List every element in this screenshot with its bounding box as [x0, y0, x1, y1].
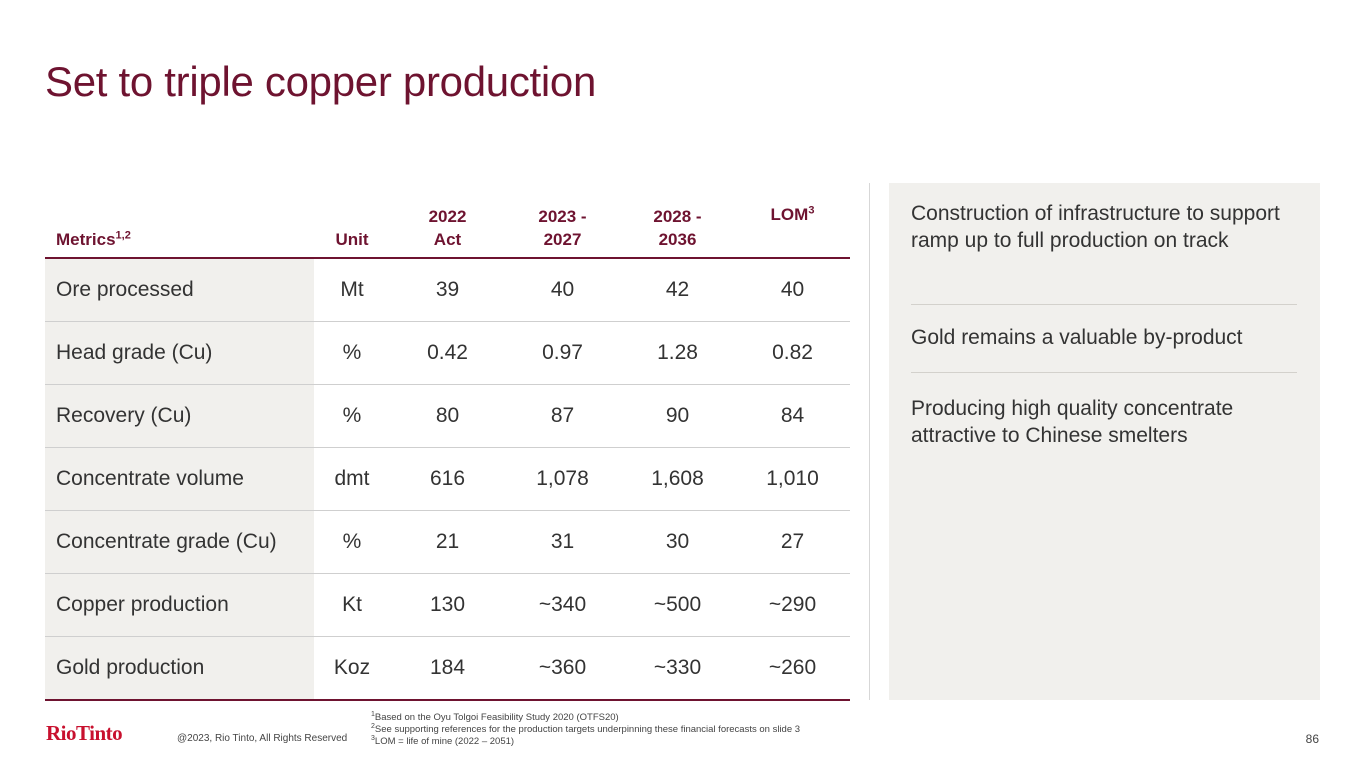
unit-cell: %	[314, 384, 390, 448]
value-2028-2036: 42	[620, 258, 735, 322]
value-lom: 1,010	[735, 447, 850, 511]
value-2022: 21	[390, 510, 505, 574]
footnote-1: 1Based on the Oyu Tolgoi Feasibility Stu…	[371, 710, 619, 723]
copyright-text: @2023, Rio Tinto, All Rights Reserved	[177, 733, 348, 744]
vertical-divider	[869, 183, 870, 700]
value-2028-2036: 1.28	[620, 321, 735, 385]
value-2022: 130	[390, 573, 505, 637]
key-point-concentrate: Producing high quality concentrate attra…	[911, 397, 1234, 447]
panel-divider	[911, 372, 1297, 373]
table-row: Concentrate grade (Cu) % 21 31 30 27	[45, 510, 850, 574]
unit-cell: Mt	[314, 258, 390, 322]
table-row: Concentrate volume dmt 616 1,078 1,608 1…	[45, 447, 850, 511]
metric-name: Concentrate volume	[45, 447, 314, 511]
key-points-panel: Construction of infrastructure to suppor…	[889, 183, 1320, 700]
value-lom: ~290	[735, 573, 850, 637]
value-2022: 184	[390, 636, 505, 701]
header-2023-2027: 2023 -2027	[505, 195, 620, 259]
header-metrics: Metrics1,2	[45, 195, 314, 259]
value-2028-2036: 1,608	[620, 447, 735, 511]
rio-tinto-logo: RioTinto	[46, 721, 123, 745]
metric-name: Ore processed	[45, 258, 314, 322]
table-row: Ore processed Mt 39 40 42 40	[45, 258, 850, 322]
key-point-gold: Gold remains a valuable by-product	[911, 326, 1243, 349]
metrics-table-container: Metrics1,2 Unit 2022 Act 2023 -2027 2028 …	[45, 195, 850, 701]
value-2028-2036: 90	[620, 384, 735, 448]
table-header-row: Metrics1,2 Unit 2022 Act 2023 -2027 2028 …	[45, 195, 850, 259]
value-2028-2036: ~330	[620, 636, 735, 701]
metrics-table: Metrics1,2 Unit 2022 Act 2023 -2027 2028 …	[45, 195, 850, 701]
value-lom: 27	[735, 510, 850, 574]
value-2023-2027: 0.97	[505, 321, 620, 385]
table-row: Copper production Kt 130 ~340 ~500 ~290	[45, 573, 850, 637]
footnote-3: 3LOM = life of mine (2022 – 2051)	[371, 734, 515, 747]
value-2022: 80	[390, 384, 505, 448]
unit-cell: Koz	[314, 636, 390, 701]
panel-divider	[911, 304, 1297, 305]
unit-cell: Kt	[314, 573, 390, 637]
value-2023-2027: 31	[505, 510, 620, 574]
value-lom: 40	[735, 258, 850, 322]
slide-title: Set to triple copper production	[45, 58, 597, 105]
footnote-2: 2See supporting references for the produ…	[371, 722, 801, 735]
key-point-infrastructure: Construction of infrastructure to suppor…	[911, 202, 1280, 252]
value-lom: 84	[735, 384, 850, 448]
value-2028-2036: 30	[620, 510, 735, 574]
value-lom: 0.82	[735, 321, 850, 385]
value-2023-2027: ~360	[505, 636, 620, 701]
metric-name: Gold production	[45, 636, 314, 701]
page-number: 86	[1305, 732, 1319, 746]
header-unit: Unit	[314, 195, 390, 259]
metric-name: Head grade (Cu)	[45, 321, 314, 385]
value-2023-2027: ~340	[505, 573, 620, 637]
table-row: Recovery (Cu) % 80 87 90 84	[45, 384, 850, 448]
metric-name: Recovery (Cu)	[45, 384, 314, 448]
table-row: Gold production Koz 184 ~360 ~330 ~260	[45, 636, 850, 701]
value-2022: 39	[390, 258, 505, 322]
value-2028-2036: ~500	[620, 573, 735, 637]
table-row: Head grade (Cu) % 0.42 0.97 1.28 0.82	[45, 321, 850, 385]
footnotes: 1Based on the Oyu Tolgoi Feasibility Stu…	[371, 710, 801, 748]
value-2023-2027: 40	[505, 258, 620, 322]
header-lom: LOM3	[735, 195, 850, 259]
value-2023-2027: 87	[505, 384, 620, 448]
unit-cell: %	[314, 510, 390, 574]
unit-cell: %	[314, 321, 390, 385]
header-2022: 2022 Act	[390, 195, 505, 259]
value-2022: 0.42	[390, 321, 505, 385]
metric-name: Concentrate grade (Cu)	[45, 510, 314, 574]
unit-cell: dmt	[314, 447, 390, 511]
value-2022: 616	[390, 447, 505, 511]
value-lom: ~260	[735, 636, 850, 701]
header-2028-2036: 2028 -2036	[620, 195, 735, 259]
metric-name: Copper production	[45, 573, 314, 637]
value-2023-2027: 1,078	[505, 447, 620, 511]
